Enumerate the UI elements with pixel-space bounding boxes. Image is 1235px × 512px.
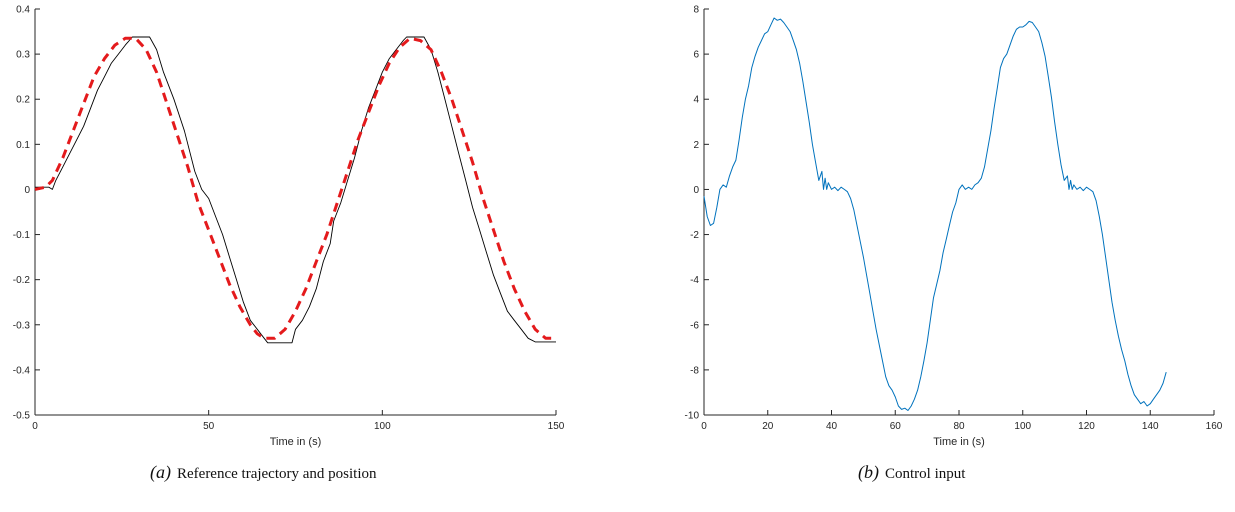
x-tick-label: 60 [890,421,902,432]
y-tick-label: 0.3 [16,50,30,61]
y-tick-label: -0.3 [13,320,31,331]
y-tick-label: -2 [690,230,699,241]
x-tick-label: 50 [203,421,215,432]
caption-b-text: Control input [885,466,966,482]
y-tick-label: 8 [693,5,699,16]
x-tick-label: 80 [953,421,965,432]
y-tick-label: -0.1 [13,230,31,241]
x-tick-label: 150 [548,421,565,432]
x-axis-label: Time in (s) [270,436,322,448]
chart-reference-trajectory: 0 50 100 150 0.4 0.3 0.2 0.1 0 -0.1 -0.2 -0.3 -0.4 -0… [13,5,565,449]
x-tick-label: 100 [374,421,391,432]
x-tick-label: 140 [1142,421,1159,432]
caption-b-tag: (b) [858,462,879,482]
y-tick-label: 0 [24,185,30,196]
series-line-0 [703,17,1167,411]
y-tick-label: -6 [690,320,699,331]
x-tick-label: 0 [701,421,707,432]
series-line-0 [35,36,556,344]
series-line-1 [34,36,556,340]
x-axis-label: Time in (s) [933,436,985,448]
y-tick-label: 0.4 [16,5,30,16]
y-tick-label: 6 [693,50,699,61]
x-tick-label: 0 [32,421,38,432]
x-tick-label: 40 [826,421,838,432]
y-tick-label: -10 [685,411,700,422]
y-tick-label: 2 [693,140,699,151]
y-tick-label: -8 [690,365,699,376]
x-tick-label: 20 [762,421,774,432]
y-tick-label: 4 [693,95,699,106]
caption-b: (b) Control input [858,462,965,483]
x-tick-label: 160 [1206,421,1223,432]
y-tick-label: 0.1 [16,140,30,151]
y-tick-label: 0 [693,185,699,196]
y-tick-label: -0.5 [13,411,31,422]
caption-a-text: Reference trajectory and position [177,466,377,482]
chart-control-input: 0 20 40 60 80 100 120 140 16086420-2-4-6-8-10Tim… [685,5,1223,449]
x-tick-label: 100 [1014,421,1031,432]
y-tick-label: -0.4 [13,365,31,376]
y-tick-label: 0.2 [16,95,30,106]
x-tick-label: 120 [1078,421,1095,432]
y-tick-label: -4 [690,275,699,286]
caption-a: (a) Reference trajectory and position [150,462,377,483]
y-tick-label: -0.2 [13,275,31,286]
caption-a-tag: (a) [150,462,171,482]
